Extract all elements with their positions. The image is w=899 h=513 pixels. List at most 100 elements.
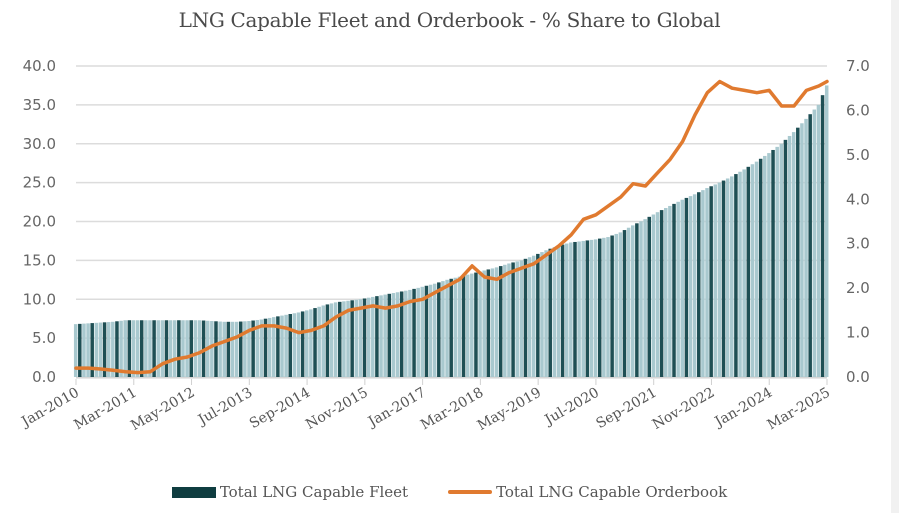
- fleet-bar: [362, 298, 367, 377]
- fleet-bar: [482, 270, 486, 377]
- fleet-bar: [478, 271, 482, 377]
- fleet-bar: [420, 286, 425, 377]
- fleet-bar: [172, 320, 177, 377]
- fleet-bar: [465, 274, 470, 377]
- fleet-bar: [754, 161, 759, 377]
- orderbook-line: [74, 79, 829, 375]
- fleet-bar: [705, 188, 709, 377]
- fleet-bar: [610, 235, 614, 377]
- fleet-bar: [804, 118, 808, 378]
- fleet-bar: [655, 212, 660, 377]
- fleet-bar: [428, 284, 433, 377]
- left-tick-label: 40.0: [23, 57, 56, 75]
- fleet-bar: [573, 241, 577, 377]
- page-edge: [891, 0, 899, 513]
- fleet-bar: [325, 304, 330, 377]
- legend: Total LNG Capable Fleet Total LNG Capabl…: [0, 483, 899, 501]
- fleet-bar: [606, 237, 610, 377]
- fleet-bar: [470, 273, 474, 377]
- x-tick-label: Jul-2013: [194, 385, 255, 430]
- fleet-bar: [490, 268, 495, 377]
- fleet-bar: [461, 275, 466, 377]
- fleet-bar: [787, 135, 792, 377]
- fleet-bar: [717, 182, 722, 378]
- fleet-bar: [581, 240, 585, 377]
- fleet-bar: [354, 299, 359, 377]
- fleet-bar: [432, 283, 437, 377]
- fleet-bar: [181, 320, 185, 377]
- fleet-bar: [791, 132, 796, 377]
- fleet-bar: [437, 282, 441, 377]
- fleet-bar: [536, 253, 540, 377]
- fleet-bar: [767, 153, 771, 377]
- fleet-bar: [540, 252, 544, 377]
- fleet-bar: [725, 178, 730, 377]
- fleet-bar: [160, 320, 165, 377]
- orderbook-line-layer: [74, 79, 829, 375]
- fleet-bar: [783, 139, 788, 377]
- fleet-bar: [214, 321, 218, 377]
- x-tick-label: Jul-2020: [541, 385, 602, 430]
- fleet-bar: [238, 321, 243, 377]
- x-tick-label: Jan-2017: [364, 385, 429, 432]
- fleet-bar: [102, 322, 107, 377]
- x-tick-label: Nov-2015: [303, 385, 371, 433]
- legend-label-fleet: Total LNG Capable Fleet: [219, 483, 409, 501]
- fleet-bar: [98, 322, 103, 377]
- left-tick-label: 5.0: [32, 329, 56, 347]
- fleet-bar: [152, 320, 156, 377]
- x-tick-label: Mar-2011: [71, 385, 139, 434]
- x-tick-label: Mar-2025: [765, 385, 833, 434]
- fleet-bar: [474, 272, 478, 377]
- fleet-bar: [305, 310, 309, 377]
- fleet-bar: [820, 95, 825, 377]
- fleet-bar: [721, 180, 726, 377]
- fleet-bar: [709, 186, 713, 377]
- fleet-bar: [631, 225, 635, 377]
- fleet-swatch-icon: [171, 486, 216, 498]
- fleet-bar: [614, 233, 618, 377]
- fleet-bar: [284, 314, 288, 377]
- left-tick-label: 30.0: [23, 135, 56, 153]
- fleet-bar: [94, 322, 99, 377]
- fleet-bar: [267, 317, 272, 377]
- fleet-bar: [106, 322, 111, 377]
- fleet-bar: [78, 323, 82, 377]
- fleet-bar: [622, 230, 627, 377]
- fleet-bar: [523, 258, 528, 377]
- fleet-bar: [742, 169, 746, 377]
- fleet-bar: [544, 250, 548, 377]
- fleet-bar: [548, 248, 552, 377]
- fleet-bar: [82, 323, 86, 377]
- fleet-bar: [86, 323, 90, 377]
- fleet-bar: [519, 260, 524, 378]
- fleet-bar: [404, 290, 408, 377]
- fleet-bar: [259, 319, 264, 377]
- fleet-bar: [366, 297, 371, 377]
- fleet-bar: [697, 192, 701, 377]
- fleet-bar: [333, 302, 338, 377]
- fleet-bar: [734, 174, 738, 377]
- fleet-bar: [816, 104, 821, 378]
- fleet-bar: [688, 196, 693, 377]
- fleet-bar: [416, 287, 420, 377]
- fleet-bar: [383, 294, 387, 377]
- fleet-bar: [123, 320, 127, 377]
- fleet-bar: [189, 320, 193, 377]
- fleet-bar: [193, 320, 198, 377]
- fleet-bar: [234, 321, 239, 377]
- fleet-bar: [664, 208, 668, 377]
- fleet-bar: [272, 317, 276, 377]
- fleet-bar: [527, 257, 532, 377]
- fleet-bar: [222, 321, 226, 377]
- legend-item-fleet[interactable]: Total LNG Capable Fleet: [171, 483, 409, 501]
- fleet-bar: [796, 127, 800, 378]
- legend-item-orderbook[interactable]: Total LNG Capable Orderbook: [448, 483, 727, 501]
- fleet-bar: [371, 296, 375, 377]
- fleet-bar: [247, 321, 251, 377]
- fleet-bar: [771, 149, 775, 377]
- right-tick-label: 3.0: [846, 235, 870, 253]
- fleet-bar: [346, 300, 350, 377]
- fleet-bar: [300, 311, 305, 377]
- fleet-bar: [730, 176, 734, 377]
